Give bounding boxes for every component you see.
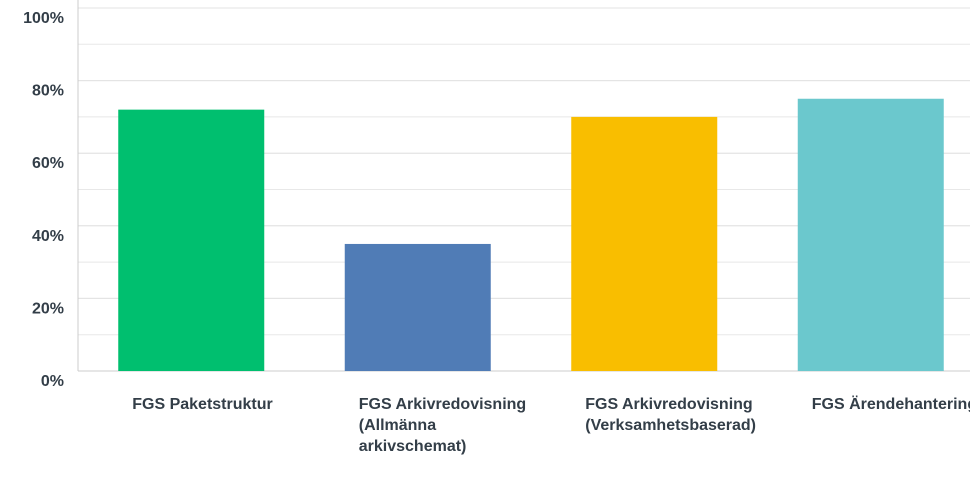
x-tick-label: FGS Ärendehantering (811, 396, 970, 413)
x-tick-label: FGS Paketstruktur (132, 396, 273, 413)
x-tick-label: FGS Arkivredovisning (Verksamhetsbaserad… (585, 396, 757, 434)
bar (118, 109, 265, 371)
y-tick-label: 80% (32, 83, 64, 100)
x-tick-label: FGS Arkivredovisning (Allmänna arkivsche… (358, 396, 527, 455)
y-tick-label: 0% (41, 373, 64, 390)
bar (571, 116, 718, 372)
y-tick-label: 40% (32, 228, 64, 245)
y-tick-label: 20% (32, 300, 64, 317)
y-tick-label: 100% (23, 10, 64, 27)
bar (344, 243, 491, 371)
bar (797, 98, 944, 371)
y-tick-label: 60% (32, 155, 64, 172)
